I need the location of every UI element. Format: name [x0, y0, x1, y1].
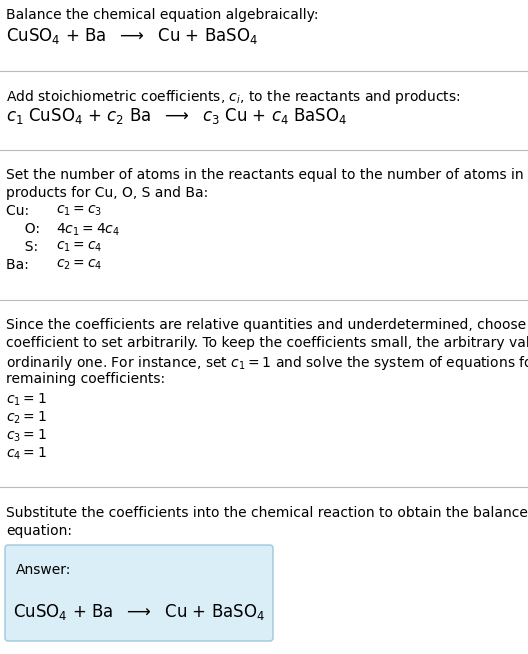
Text: $c_4 = 1$: $c_4 = 1$ [6, 446, 47, 462]
Text: O:: O: [16, 222, 49, 236]
Text: Cu:: Cu: [6, 204, 38, 218]
Text: remaining coefficients:: remaining coefficients: [6, 372, 165, 386]
Text: $c_2 = 1$: $c_2 = 1$ [6, 410, 47, 426]
Text: coefficient to set arbitrarily. To keep the coefficients small, the arbitrary va: coefficient to set arbitrarily. To keep … [6, 336, 528, 350]
Text: CuSO$_4$ + Ba  $\longrightarrow$  Cu + BaSO$_4$: CuSO$_4$ + Ba $\longrightarrow$ Cu + BaS… [13, 602, 265, 622]
Text: Ba:: Ba: [6, 258, 38, 272]
Text: Substitute the coefficients into the chemical reaction to obtain the balanced: Substitute the coefficients into the che… [6, 506, 528, 520]
Text: $c_2 = c_4$: $c_2 = c_4$ [56, 258, 103, 273]
Text: $c_3 = 1$: $c_3 = 1$ [6, 428, 47, 445]
FancyBboxPatch shape [5, 545, 273, 641]
Text: ordinarily one. For instance, set $c_1 = 1$ and solve the system of equations fo: ordinarily one. For instance, set $c_1 =… [6, 354, 528, 372]
Text: Since the coefficients are relative quantities and underdetermined, choose a: Since the coefficients are relative quan… [6, 318, 528, 332]
Text: $c_1$ CuSO$_4$ + $c_2$ Ba  $\longrightarrow$  $c_3$ Cu + $c_4$ BaSO$_4$: $c_1$ CuSO$_4$ + $c_2$ Ba $\longrightarr… [6, 106, 348, 126]
Text: $4 c_1 = 4 c_4$: $4 c_1 = 4 c_4$ [56, 222, 120, 239]
Text: Answer:: Answer: [16, 563, 71, 577]
Text: Add stoichiometric coefficients, $c_i$, to the reactants and products:: Add stoichiometric coefficients, $c_i$, … [6, 88, 461, 106]
Text: $c_1 = c_4$: $c_1 = c_4$ [56, 240, 103, 254]
Text: Set the number of atoms in the reactants equal to the number of atoms in the: Set the number of atoms in the reactants… [6, 168, 528, 182]
Text: Balance the chemical equation algebraically:: Balance the chemical equation algebraica… [6, 8, 319, 22]
Text: products for Cu, O, S and Ba:: products for Cu, O, S and Ba: [6, 186, 209, 200]
Text: S:: S: [16, 240, 47, 254]
Text: CuSO$_4$ + Ba  $\longrightarrow$  Cu + BaSO$_4$: CuSO$_4$ + Ba $\longrightarrow$ Cu + BaS… [6, 26, 259, 46]
Text: equation:: equation: [6, 524, 72, 538]
Text: $c_1 = c_3$: $c_1 = c_3$ [56, 204, 102, 218]
Text: $c_1 = 1$: $c_1 = 1$ [6, 392, 47, 408]
